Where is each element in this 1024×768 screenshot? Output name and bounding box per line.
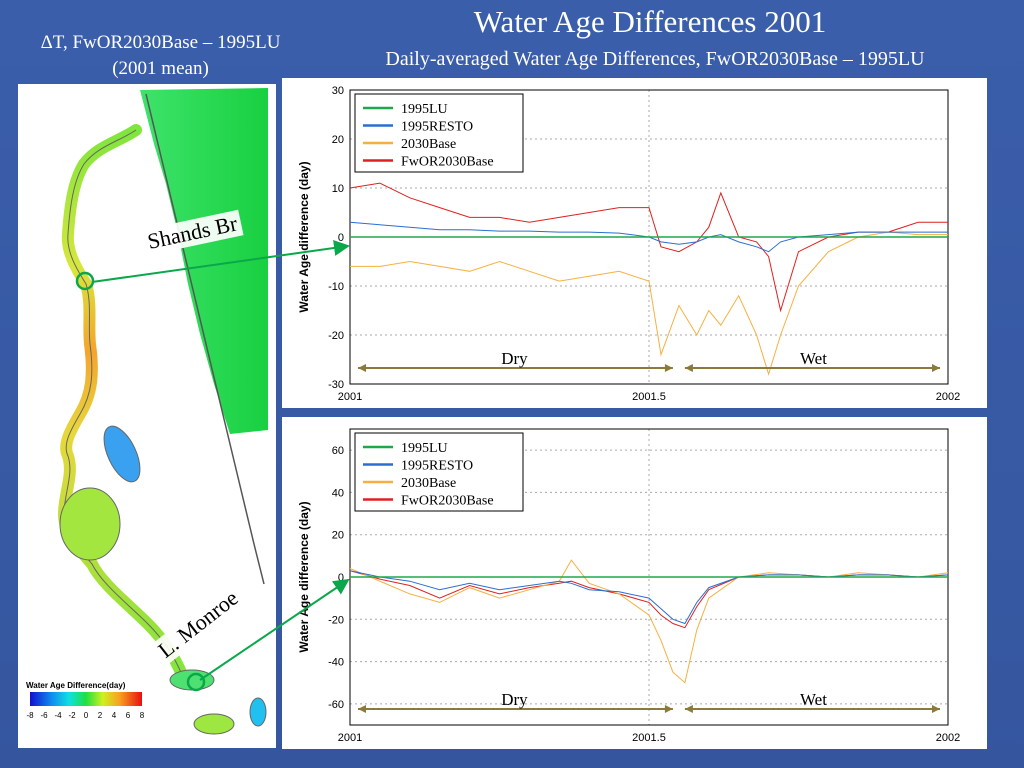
wet-season-arrow-head-left (684, 364, 693, 372)
x-tick-label: 2001 (338, 391, 362, 403)
blue-lake (103, 425, 141, 483)
y-tick-label: -60 (328, 699, 344, 711)
colorbar-tick-label: 2 (98, 711, 103, 720)
wet-season-arrow-head-right (932, 364, 940, 372)
wet-season-arrow-head-left (684, 705, 693, 713)
chart-shands: -30 -20 -10 0 10 20 30 2001 2001.5 2002 Water Age … (297, 85, 960, 403)
legend-label: FwOR2030Base (401, 494, 494, 509)
y-tick-label: 0 (338, 232, 344, 244)
colorbar-tick-label: -8 (26, 711, 34, 720)
monroe-station-marker (186, 672, 206, 692)
x-tick-label: 2001.5 (632, 391, 666, 403)
ocean-region (140, 88, 268, 434)
y-tick-label: 20 (332, 134, 344, 146)
legend-label: 2030Base (401, 476, 456, 491)
y-axis-label: Water Age difference (day) (297, 161, 311, 312)
y-tick-label: -10 (328, 281, 344, 293)
x-tick-label: 2002 (936, 391, 960, 403)
water-age-map: Water Age Difference(day) -8 -6 -4 -2 0 2 4 6 8 (18, 84, 276, 748)
lake-monroe (169, 669, 215, 691)
y-tick-label: -30 (328, 379, 344, 391)
colorbar-tick-label: -2 (68, 711, 76, 720)
colorbar-label: Water Age Difference(day) (26, 681, 126, 690)
map-svg: Water Age Difference(day) -8 -6 -4 -2 0 2 4 6 8 (26, 88, 268, 735)
legend-label: 1995LU (401, 102, 448, 117)
dry-season-label: Dry (501, 349, 528, 368)
colorbar-tick-label: 6 (126, 711, 131, 720)
coastline (145, 93, 265, 585)
dry-season-arrow-head-left (358, 364, 366, 372)
lake-harney (249, 697, 267, 727)
legend-label: 1995RESTO (401, 459, 473, 474)
x-tick-label: 2001 (338, 732, 362, 744)
x-tick-label: 2001.5 (632, 732, 666, 744)
y-tick-label: 20 (332, 530, 344, 542)
colorbar-tick-label: -6 (40, 711, 48, 720)
series-line-2030base (350, 231, 948, 376)
legend-label: FwOR2030Base (401, 155, 494, 170)
series-line-1995resto (349, 221, 948, 253)
wet-season-arrow-head-right (932, 705, 940, 713)
legend-label: 1995RESTO (401, 120, 473, 135)
colorbar-tick-label: -4 (54, 711, 62, 720)
map-title-line2: (2001 mean) (112, 58, 209, 79)
lake-george (59, 487, 121, 561)
dry-season-arrow-head-left (358, 705, 366, 713)
y-tick-label: 0 (338, 572, 344, 584)
legend-label: 2030Base (401, 137, 456, 152)
colorbar (30, 692, 142, 706)
wet-season-label: Wet (800, 690, 827, 709)
x-tick-label: 2002 (936, 732, 960, 744)
colorbar-tick-label: 4 (112, 711, 117, 720)
chart-panel-monroe: -60 -40 -20 0 20 40 60 2001 2001.5 2002 Water Age … (282, 417, 987, 749)
lake-jesup (193, 713, 235, 735)
chart-monroe: -60 -40 -20 0 20 40 60 2001 2001.5 2002 Water Age … (297, 428, 960, 744)
colorbar-ticks: -8 -6 -4 -2 0 2 4 6 8 (26, 711, 144, 720)
y-tick-label: -40 (328, 657, 344, 669)
wet-season-label: Wet (800, 349, 827, 368)
legend-label: 1995LU (401, 441, 448, 456)
map-title: ΔT, FwOR2030Base – 1995LU (2001 mean) (8, 30, 313, 82)
y-tick-label: 60 (332, 445, 344, 457)
y-tick-label: 10 (332, 183, 344, 195)
series-line-fwor2030base (349, 182, 948, 313)
y-tick-label: 40 (332, 487, 344, 499)
map-title-line1: ΔT, FwOR2030Base – 1995LU (40, 32, 281, 53)
chart-panel-shands: -30 -20 -10 0 10 20 30 2001 2001.5 2002 Water Age … (282, 78, 987, 408)
y-tick-label: 30 (332, 85, 344, 97)
slide-title: Water Age Differences 2001 (473, 4, 827, 39)
dry-season-label: Dry (501, 690, 528, 709)
river-outline (63, 129, 187, 685)
colorbar-tick-label: 0 (84, 711, 89, 720)
slide-subtitle: Daily-averaged Water Age Differences, Fw… (385, 48, 925, 70)
y-axis-label: Water Age difference (day) (297, 501, 311, 652)
dry-season-arrow-head-right (664, 705, 673, 713)
y-tick-label: -20 (328, 330, 344, 342)
y-tick-label: -20 (328, 614, 344, 626)
dry-season-arrow-head-right (664, 364, 673, 372)
st-johns-river (57, 124, 192, 690)
colorbar-tick-label: 8 (140, 711, 145, 720)
